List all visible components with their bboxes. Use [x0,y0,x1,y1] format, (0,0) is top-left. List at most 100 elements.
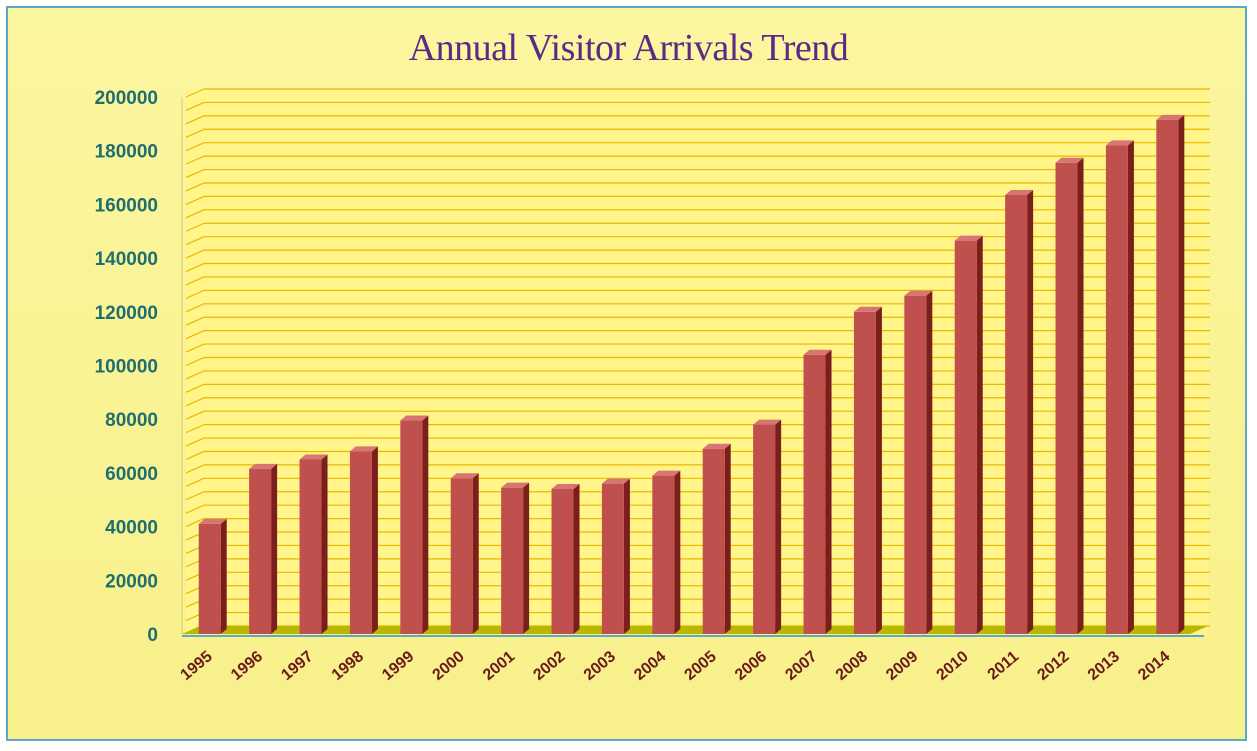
bar-side [1027,190,1034,634]
gridline-depth [185,209,205,219]
bar-front [1005,195,1028,634]
bar-top [501,482,530,488]
x-tick-label: 2006 [732,648,770,684]
bar [1156,114,1185,634]
bar [803,349,832,634]
x-tick-label: 2013 [1085,648,1123,684]
bar [349,446,378,634]
x-tick-label: 2005 [682,648,720,684]
bar-top [601,478,630,484]
x-tick-label: 2009 [883,648,921,684]
gridline-depth [185,262,205,273]
gridline-depth [185,370,205,380]
x-tick-label: 2003 [581,648,619,684]
bar-front [400,420,423,634]
bar-front [601,483,624,634]
gridline-depth [185,276,205,286]
gridline-depth [185,142,205,152]
bar [853,306,882,634]
bar-side [674,470,681,634]
bar [1105,140,1134,634]
x-tick-label: 2014 [1135,648,1173,684]
gridline-depth [185,316,205,326]
bar-side [976,235,983,634]
bar-side [573,484,580,634]
plot-back-wall [186,89,1208,634]
bar-front [349,451,372,634]
bar-side [271,463,278,634]
gridline-depth [185,155,205,165]
gridline-depth [185,303,205,313]
y-tick-label: 60000 [105,464,158,485]
bar-front [652,475,675,634]
bar-side [220,518,227,634]
bar-top [702,443,731,449]
bar [400,415,429,634]
bar [904,290,933,634]
bar [753,419,782,634]
bar [551,484,580,634]
bar-front [1105,145,1128,634]
gridline-depth [185,289,205,299]
bar-top [954,235,983,241]
bar-side [623,478,630,634]
bar-front [299,459,322,634]
bar-side [1127,140,1134,634]
bar-side [775,419,782,634]
y-tick-label: 200000 [95,88,158,109]
x-tick-label: 2008 [833,648,871,684]
bar-front [501,487,524,634]
bar-top [753,419,782,425]
gridline-depth [185,128,205,138]
gridline-depth [185,169,205,179]
gridline-depth [185,464,205,474]
bar-side [724,443,731,634]
bar [601,478,630,634]
bar-side [321,454,328,634]
y-tick-label: 40000 [105,518,158,539]
bar [702,443,731,634]
gridline-depth [185,383,205,393]
gridline-depth [185,424,205,434]
bar-front [954,240,977,634]
gridline-depth [185,195,205,205]
x-tick-label: 1998 [329,648,367,684]
x-tick-label: 2004 [631,648,669,684]
gridline-depth [185,410,205,420]
gridline-depth [185,236,205,246]
bar-front [249,468,272,634]
bar-top [904,290,933,296]
x-tick-label: 2012 [1034,648,1072,684]
bar [501,482,530,634]
y-tick-label: 120000 [95,303,158,324]
bar-front [198,523,221,634]
bar-side [1178,114,1185,634]
gridline-depth [185,343,205,353]
bar-top [299,454,328,460]
bar-top [1055,157,1084,163]
plot-floor [182,626,1208,634]
bar-front [853,311,876,634]
bar-top [249,463,278,469]
y-tick-label: 140000 [95,249,158,270]
bar [1005,190,1034,634]
gridline-depth [185,491,205,501]
bar [652,470,681,634]
bar-top [198,518,227,524]
bar-front [753,424,776,634]
x-tick-label: 2002 [530,648,568,684]
bar-front [803,354,826,634]
y-tick-label: 160000 [95,195,158,216]
gridline-depth [185,101,205,111]
bar-side [523,482,530,634]
x-tick-label: 2001 [480,648,518,684]
gridline-depth [185,330,205,340]
bar-top [551,484,580,490]
x-tick-label: 1999 [379,648,417,684]
bar-top [450,473,479,479]
y-tick-label: 20000 [105,571,158,592]
x-tick-label: 2010 [934,648,972,684]
bar-front [1055,162,1078,634]
gridline-depth [185,437,205,447]
